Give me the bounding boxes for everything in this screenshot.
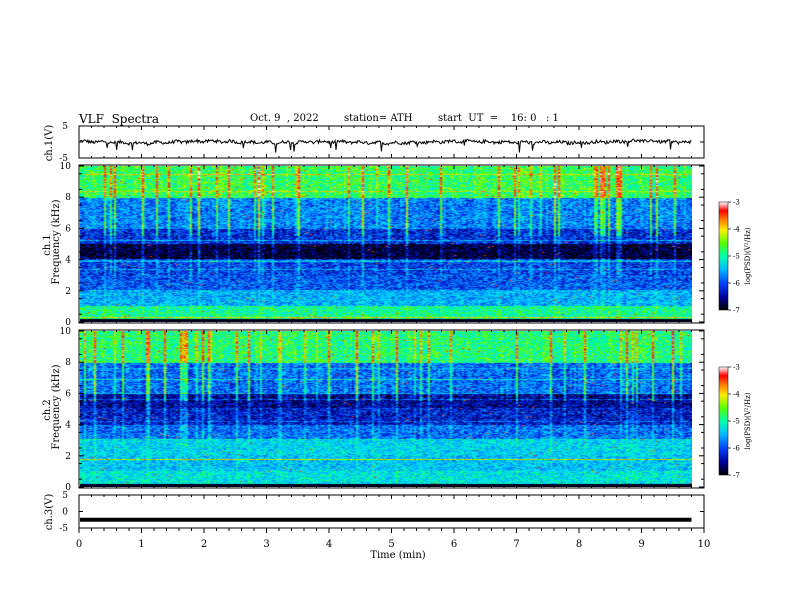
ch1-trace [79, 138, 692, 153]
freq-tick-label: 4 [65, 256, 71, 266]
freq-tick-label: 10 [60, 162, 72, 172]
ch3-ylabel: ch.3(V) [44, 494, 55, 531]
time-axis: 0 1 2 3 4 5 6 7 8 9 10 [76, 126, 711, 550]
freq-tick-label: 2 [65, 287, 71, 297]
freq-tick-label: 8 [65, 358, 71, 368]
x-tick-label: 0 [76, 539, 82, 550]
x-tick-label: 4 [326, 539, 332, 550]
ch2-colorbar: -3 -4 -5 -6 -7 log(PSD)(V²/Hz) [718, 364, 752, 480]
colorbar-tick-label: -5 [733, 418, 740, 426]
time-axis-label: Time (min) [370, 550, 425, 561]
colorbar-tick-label: -3 [733, 364, 740, 372]
x-tick-label: 2 [201, 539, 207, 550]
x-tick-label: 6 [451, 539, 457, 550]
freq-tick-label: 0 [65, 318, 71, 328]
ch3-waveform-panel: 5 0 -5 [59, 491, 705, 534]
ch1-y-tick-label: 5 [62, 122, 68, 132]
ch2-colorbar-label: log(PSD)(V²/Hz) [744, 392, 752, 449]
ch3-y-tick-label: 0 [62, 508, 68, 518]
x-tick-label: 10 [698, 539, 711, 550]
freq-tick-label: 6 [65, 389, 71, 399]
ch3-axis-ticks: 5 0 -5 [59, 491, 704, 534]
ch2-colorbar-ticks: -3 -4 -5 -6 -7 [728, 364, 740, 480]
ch1-colorbar-ticks: -3 -4 -5 -6 -7 [728, 199, 740, 315]
colorbar-tick-label: -4 [733, 391, 740, 399]
colorbar-tick-label: -4 [733, 226, 740, 234]
freq-tick-label: 0 [65, 483, 71, 493]
ch3-y-tick-label: -5 [59, 524, 68, 534]
ch1-frequency-ticks: 0 2 4 6 8 10 [60, 162, 704, 328]
ch2-spectrogram-panel: 0 2 4 6 8 10 [60, 327, 705, 493]
x-tick-label: 1 [138, 539, 144, 550]
ch2-spectrogram-image [80, 331, 692, 487]
ch2-spec-ylabel: Frequency (kHz) [51, 364, 62, 449]
freq-tick-label: 2 [65, 452, 71, 462]
x-tick-label: 7 [513, 539, 519, 550]
ch1-spec-ylabel: Frequency (kHz) [51, 199, 62, 284]
ch1-waveform-panel: 5 -5 [59, 122, 705, 164]
header-date: Oct. 9 , 2022 [250, 113, 319, 124]
freq-tick-label: 10 [60, 327, 72, 337]
colorbar-tick-label: -7 [733, 472, 740, 480]
ch1-spectrogram-panel: 0 2 4 6 8 10 [60, 162, 705, 328]
colorbar-tick-label: -7 [733, 307, 740, 315]
ch2-spec-ylabel-top: ch.2 [42, 399, 53, 421]
ch1-colorbar: -3 -4 -5 -6 -7 log(PSD)(V²/Hz) [718, 199, 752, 315]
colorbar-tick-label: -6 [733, 445, 740, 453]
figure-title: VLF Spectra [79, 112, 160, 126]
x-tick-label: 8 [576, 539, 582, 550]
x-tick-label: 3 [263, 539, 269, 550]
header-station: station= ATH [344, 113, 413, 124]
ch2-frequency-ticks: 0 2 4 6 8 10 [60, 327, 704, 493]
colorbar-tick-label: -3 [733, 199, 740, 207]
x-tick-label: 5 [388, 539, 394, 550]
ch1-colorbar-label: log(PSD)(V²/Hz) [744, 227, 752, 284]
freq-tick-label: 8 [65, 193, 71, 203]
ch3-y-tick-label: 5 [62, 491, 68, 501]
ch1-axis-ticks: 5 -5 [59, 122, 704, 164]
freq-tick-label: 4 [65, 421, 71, 431]
colorbar-tick-label: -6 [733, 280, 740, 288]
x-tick-label: 9 [638, 539, 644, 550]
ch1-spec-ylabel-top: ch.1 [42, 234, 53, 256]
header-start-time: start UT = 16: 0 : 1 [438, 113, 559, 124]
ch1-spectrogram-image [80, 166, 692, 322]
ch1-y-tick-label: -5 [59, 154, 68, 164]
freq-tick-label: 6 [65, 224, 71, 234]
colorbar-tick-label: -5 [733, 253, 740, 261]
ch1-ylabel: ch.1(V) [44, 125, 55, 162]
